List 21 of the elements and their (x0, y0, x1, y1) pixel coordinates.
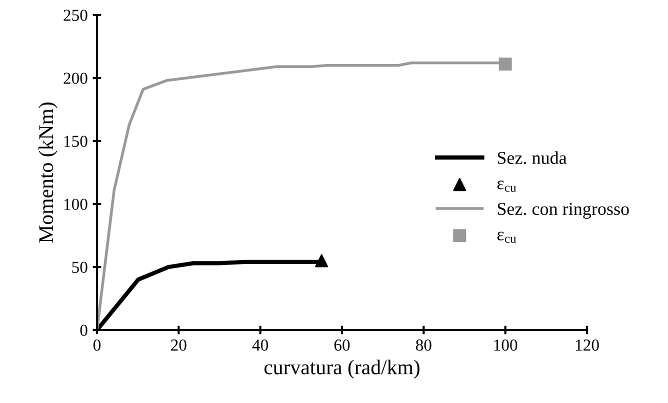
y-tick-label: 50 (72, 262, 88, 273)
y-tick-label: 250 (64, 10, 88, 21)
y-tick-label: 150 (64, 136, 88, 147)
legend-label: Sez. nuda (498, 151, 567, 164)
legend-label: ε$_{cu}$ (497, 232, 516, 243)
x-tick-label: 80 (416, 340, 432, 351)
y-tick-label: 100 (64, 198, 88, 210)
point (498, 58, 512, 71)
legend-label: ε$_{cu}$ (497, 180, 516, 192)
y-tick-label: 0 (80, 324, 88, 336)
x-tick-label: 100 (494, 340, 518, 351)
x-tick-label: 20 (171, 340, 186, 351)
y-tick-label: 200 (64, 72, 88, 84)
y-axis-title: Momento (kNm) (38, 102, 58, 243)
x-tick-label: 60 (334, 340, 350, 351)
x-axis-title: curvatura (rad/km) (264, 360, 420, 379)
legend-label: Sez. con ringrosso (498, 202, 629, 219)
x-tick-label: 120 (576, 340, 599, 351)
x-tick-label: 40 (252, 340, 268, 351)
x-tick-label: 0 (93, 340, 101, 351)
point (315, 254, 328, 268)
